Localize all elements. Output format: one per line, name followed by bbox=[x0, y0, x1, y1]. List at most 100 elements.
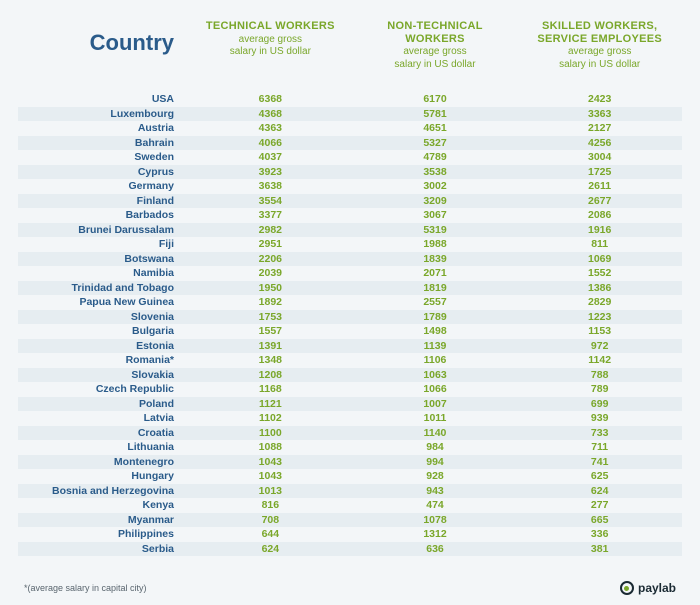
country-cell: Sweden bbox=[18, 151, 188, 163]
country-cell: Hungary bbox=[18, 470, 188, 482]
value-cell: 5781 bbox=[353, 108, 518, 120]
country-cell: Bulgaria bbox=[18, 325, 188, 337]
table-row: Trinidad and Tobago195018191386 bbox=[18, 281, 682, 296]
value-cell: 2071 bbox=[353, 267, 518, 279]
table-row: Lithuania1088984711 bbox=[18, 440, 682, 455]
value-cell: 381 bbox=[517, 543, 682, 555]
country-cell: Croatia bbox=[18, 427, 188, 439]
value-cell: 4037 bbox=[188, 151, 353, 163]
value-cell: 1106 bbox=[353, 354, 518, 366]
country-column-title: Country bbox=[18, 20, 174, 56]
table-row: Namibia203920711552 bbox=[18, 266, 682, 281]
table-row: Poland11211007699 bbox=[18, 397, 682, 412]
country-cell: Estonia bbox=[18, 340, 188, 352]
footnote: *(average salary in capital city) bbox=[24, 583, 147, 593]
value-cell: 1140 bbox=[353, 427, 518, 439]
value-cell: 624 bbox=[188, 543, 353, 555]
value-cell: 1043 bbox=[188, 456, 353, 468]
value-cell: 1950 bbox=[188, 282, 353, 294]
column-header-technical: TECHNICAL WORKERS average gross salary i… bbox=[188, 20, 353, 58]
country-cell: Germany bbox=[18, 180, 188, 192]
table-row: Montenegro1043994741 bbox=[18, 455, 682, 470]
value-cell: 2611 bbox=[517, 180, 682, 192]
value-cell: 1988 bbox=[353, 238, 518, 250]
value-cell: 1819 bbox=[353, 282, 518, 294]
table-row: Hungary1043928625 bbox=[18, 469, 682, 484]
value-cell: 816 bbox=[188, 499, 353, 511]
table-row: Kenya816474277 bbox=[18, 498, 682, 513]
value-cell: 2039 bbox=[188, 267, 353, 279]
value-cell: 1208 bbox=[188, 369, 353, 381]
value-cell: 4363 bbox=[188, 122, 353, 134]
value-cell: 733 bbox=[517, 427, 682, 439]
value-cell: 1753 bbox=[188, 311, 353, 323]
value-cell: 4789 bbox=[353, 151, 518, 163]
country-cell: Lithuania bbox=[18, 441, 188, 453]
value-cell: 1142 bbox=[517, 354, 682, 366]
value-cell: 1386 bbox=[517, 282, 682, 294]
table-row: Fiji29511988811 bbox=[18, 237, 682, 252]
value-cell: 1069 bbox=[517, 253, 682, 265]
table-row: Latvia11021011939 bbox=[18, 411, 682, 426]
value-cell: 788 bbox=[517, 369, 682, 381]
value-cell: 625 bbox=[517, 470, 682, 482]
eye-icon bbox=[620, 581, 634, 595]
value-cell: 3067 bbox=[353, 209, 518, 221]
table-row: Myanmar7081078665 bbox=[18, 513, 682, 528]
table-row: Bulgaria155714981153 bbox=[18, 324, 682, 339]
country-cell: Barbados bbox=[18, 209, 188, 221]
value-cell: 1066 bbox=[353, 383, 518, 395]
value-cell: 6170 bbox=[353, 93, 518, 105]
value-cell: 5319 bbox=[353, 224, 518, 236]
country-cell: Finland bbox=[18, 195, 188, 207]
country-cell: Namibia bbox=[18, 267, 188, 279]
table-header: Country TECHNICAL WORKERS average gross … bbox=[18, 20, 682, 84]
column-header-nontechnical: NON-TECHNICAL WORKERS average gross sala… bbox=[353, 20, 518, 70]
table-row: Barbados337730672086 bbox=[18, 208, 682, 223]
value-cell: 1892 bbox=[188, 296, 353, 308]
logo: paylab bbox=[620, 581, 676, 595]
value-cell: 4066 bbox=[188, 137, 353, 149]
country-cell: Montenegro bbox=[18, 456, 188, 468]
country-cell: Cyprus bbox=[18, 166, 188, 178]
value-cell: 4368 bbox=[188, 108, 353, 120]
value-cell: 1102 bbox=[188, 412, 353, 424]
table-row: Czech Republic11681066789 bbox=[18, 382, 682, 397]
country-cell: Luxembourg bbox=[18, 108, 188, 120]
value-cell: 1078 bbox=[353, 514, 518, 526]
table-row: Slovakia12081063788 bbox=[18, 368, 682, 383]
value-cell: 1552 bbox=[517, 267, 682, 279]
value-cell: 474 bbox=[353, 499, 518, 511]
table-body: USA636861702423Luxembourg436857813363Aus… bbox=[18, 92, 682, 571]
value-cell: 1011 bbox=[353, 412, 518, 424]
value-cell: 2982 bbox=[188, 224, 353, 236]
value-cell: 665 bbox=[517, 514, 682, 526]
value-cell: 2677 bbox=[517, 195, 682, 207]
table-row: Papua New Guinea189225572829 bbox=[18, 295, 682, 310]
value-cell: 1312 bbox=[353, 528, 518, 540]
table-frame: Country TECHNICAL WORKERS average gross … bbox=[0, 0, 700, 605]
value-cell: 711 bbox=[517, 441, 682, 453]
value-cell: 3004 bbox=[517, 151, 682, 163]
table-row: Cyprus392335381725 bbox=[18, 165, 682, 180]
footer: *(average salary in capital city) paylab bbox=[18, 581, 682, 595]
value-cell: 624 bbox=[517, 485, 682, 497]
table-row: Estonia13911139972 bbox=[18, 339, 682, 354]
table-row: Luxembourg436857813363 bbox=[18, 107, 682, 122]
country-cell: Romania* bbox=[18, 354, 188, 366]
value-cell: 1839 bbox=[353, 253, 518, 265]
country-cell: Serbia bbox=[18, 543, 188, 555]
value-cell: 2086 bbox=[517, 209, 682, 221]
value-cell: 1168 bbox=[188, 383, 353, 395]
table-row: Germany363830022611 bbox=[18, 179, 682, 194]
table-row: Botswana220618391069 bbox=[18, 252, 682, 267]
country-cell: Brunei Darussalam bbox=[18, 224, 188, 236]
value-cell: 1391 bbox=[188, 340, 353, 352]
value-cell: 1013 bbox=[188, 485, 353, 497]
country-cell: Kenya bbox=[18, 499, 188, 511]
value-cell: 984 bbox=[353, 441, 518, 453]
value-cell: 2951 bbox=[188, 238, 353, 250]
value-cell: 1100 bbox=[188, 427, 353, 439]
value-cell: 789 bbox=[517, 383, 682, 395]
value-cell: 336 bbox=[517, 528, 682, 540]
